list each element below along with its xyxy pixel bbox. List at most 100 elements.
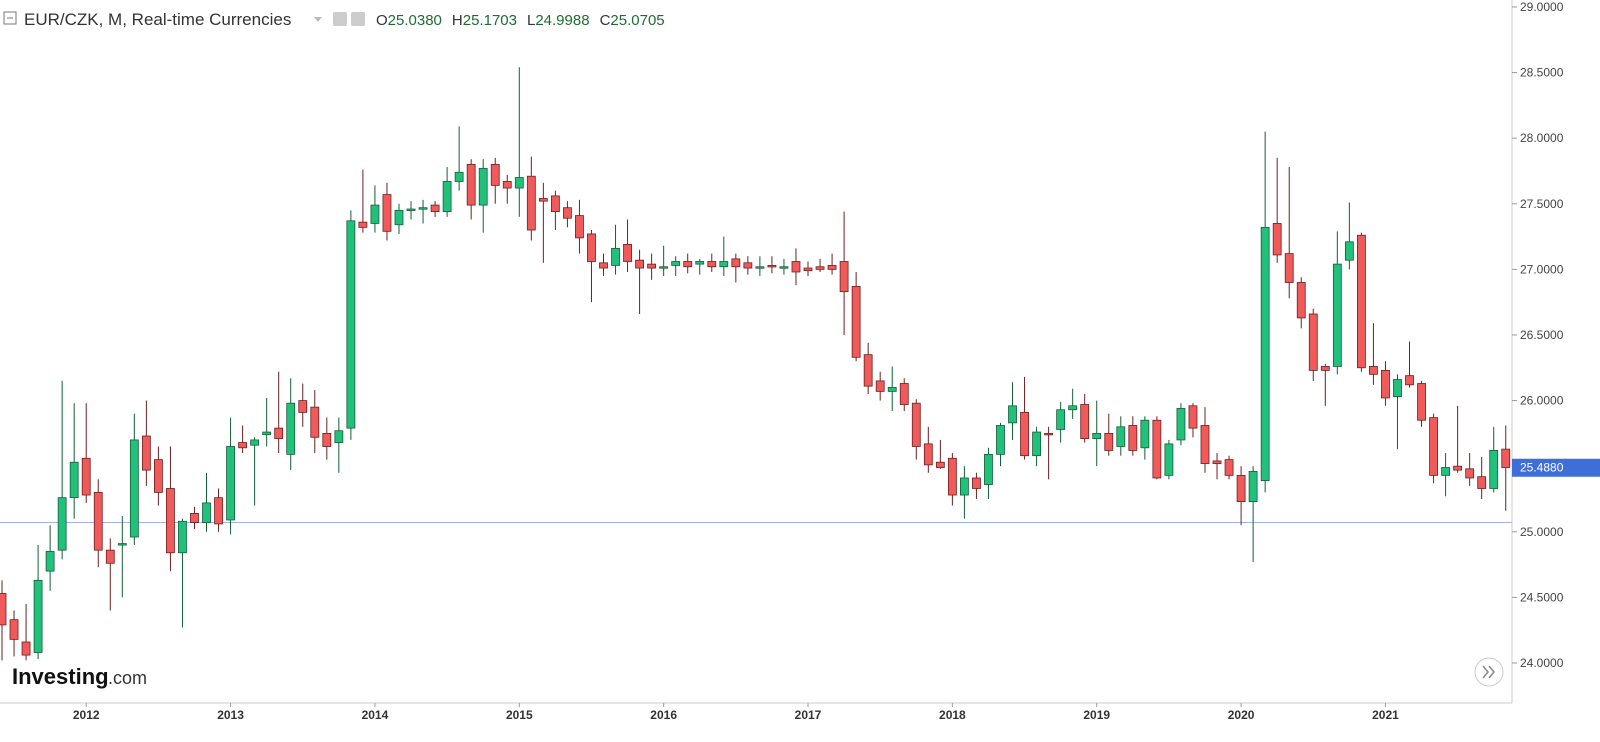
candle-body	[1260, 226, 1270, 482]
y-tick-label: 28.5000	[1520, 66, 1564, 80]
candle-body	[611, 247, 620, 266]
candle-body	[875, 380, 885, 392]
candle-body	[647, 263, 657, 269]
candle-body	[707, 261, 717, 268]
candle-body	[346, 220, 356, 429]
candle-body	[502, 181, 512, 189]
candle-body	[1236, 474, 1246, 502]
candle-body	[803, 267, 813, 272]
candle-body	[81, 457, 91, 496]
candle-body	[1092, 432, 1102, 440]
scroll-button[interactable]	[1474, 657, 1504, 687]
candle-body	[1405, 375, 1414, 386]
ohlc-value: 25.1703	[463, 12, 517, 29]
candle-body	[214, 497, 223, 525]
x-tick-label: 2014	[362, 708, 389, 722]
y-tick-label: 26.5000	[1520, 328, 1564, 342]
candle-body	[767, 265, 777, 268]
candle-body	[406, 208, 416, 211]
candle-body	[1272, 223, 1282, 256]
candle-body	[1140, 419, 1150, 449]
candle-body	[490, 164, 500, 186]
candle-body	[1465, 468, 1475, 479]
candle-body	[1068, 405, 1078, 411]
candle-body	[478, 167, 488, 206]
candle-body	[1248, 471, 1258, 502]
candle-body	[238, 442, 248, 449]
candle-body	[743, 262, 753, 269]
candle-body	[1393, 379, 1402, 398]
candle-body	[442, 181, 452, 213]
camera-icon[interactable]	[333, 12, 347, 26]
candle-body	[1032, 431, 1041, 457]
candle-body	[57, 497, 67, 551]
last-price-box	[1512, 458, 1600, 477]
candle-body	[1212, 460, 1222, 464]
ohlc-key: L	[527, 12, 535, 29]
candle-body	[153, 459, 163, 493]
y-tick-label: 29.0000	[1520, 0, 1564, 14]
scroll-icon	[1482, 665, 1495, 679]
candle-body	[178, 520, 187, 554]
y-tick-label: 27.0000	[1520, 262, 1564, 276]
x-tick-label: 2015	[506, 708, 533, 722]
candle-body	[250, 439, 260, 446]
candle-body	[45, 551, 55, 572]
candle-body	[791, 261, 801, 273]
candle-body	[105, 549, 115, 564]
candle-body	[623, 244, 632, 262]
candle-body	[996, 425, 1005, 455]
candle-body	[1164, 443, 1174, 476]
collapse-icon[interactable]	[3, 11, 17, 25]
candle-body	[1116, 426, 1126, 447]
candle-body	[851, 286, 861, 358]
ohlc-value: 24.9988	[535, 12, 589, 29]
candle-body	[190, 513, 199, 523]
candle-body	[1104, 432, 1114, 451]
x-tick-label: 2016	[650, 708, 677, 722]
candle-body	[370, 204, 380, 224]
candle-body	[815, 266, 825, 270]
candle-body	[33, 579, 43, 653]
last-price-label: 25.4880	[1520, 461, 1564, 475]
x-tick-label: 2021	[1372, 708, 1399, 722]
candle-body	[659, 266, 669, 269]
candle-body	[1320, 366, 1330, 371]
candle-body	[334, 430, 344, 443]
candle-body	[226, 446, 235, 521]
candle-body	[947, 457, 957, 496]
candle-body	[1429, 417, 1438, 476]
candle-body	[526, 175, 536, 231]
candle-body	[1344, 241, 1354, 261]
candle-body	[1008, 405, 1017, 424]
candle-body	[1200, 425, 1210, 464]
candle-body	[911, 402, 921, 447]
candle-body	[141, 435, 151, 471]
candle-body	[550, 195, 560, 213]
candle-body	[1296, 282, 1306, 319]
candle-body	[262, 431, 272, 436]
x-tick-label: 2013	[217, 708, 244, 722]
candle-body	[538, 198, 548, 202]
symbol-title: EUR/CZK, M, Real-time Currencies	[24, 10, 291, 29]
ohlc-key: C	[600, 12, 611, 29]
candle-body	[1044, 432, 1054, 436]
settings-icon[interactable]	[351, 12, 365, 26]
candle-body	[1188, 405, 1198, 429]
candle-body	[129, 439, 139, 538]
candle-body	[9, 619, 19, 640]
candle-body	[563, 207, 572, 219]
candle-body	[671, 261, 681, 266]
candle-body	[1477, 476, 1487, 489]
x-tick-label: 2020	[1228, 708, 1255, 722]
candle-body	[382, 194, 392, 232]
dropdown-icon[interactable]	[314, 17, 322, 22]
y-tick-label: 24.0000	[1520, 656, 1564, 670]
candle-body	[466, 164, 476, 206]
candle-body	[358, 221, 368, 228]
candle-body	[1152, 419, 1162, 479]
x-tick-label: 2012	[73, 708, 100, 722]
x-tick-label: 2017	[795, 708, 822, 722]
y-tick-label: 26.0000	[1520, 394, 1564, 408]
